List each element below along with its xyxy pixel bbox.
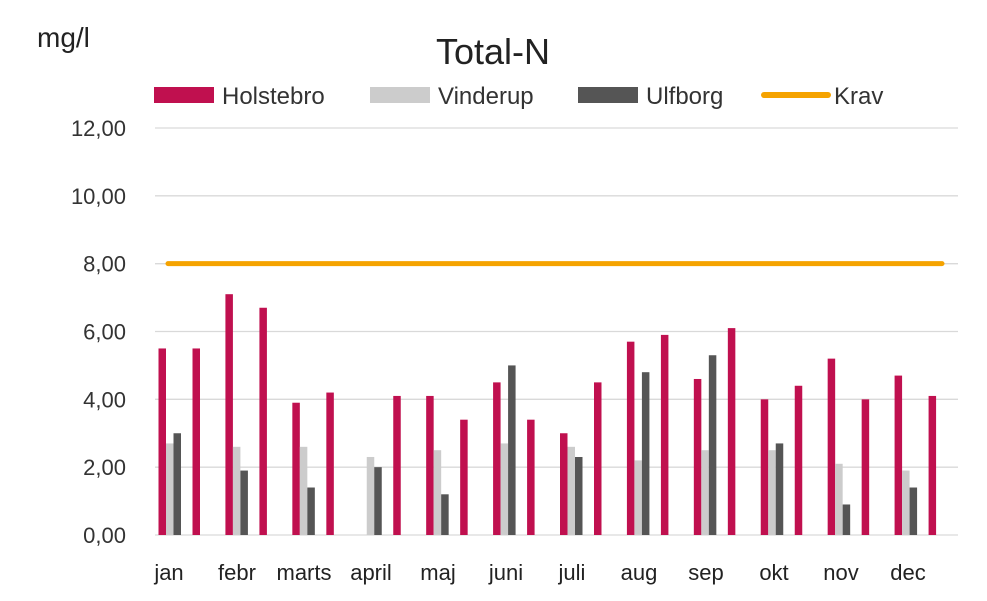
x-label-april: april [350, 560, 392, 585]
y-tick-label: 2,00 [83, 455, 126, 480]
x-label-juni: juni [488, 560, 523, 585]
bar-vinderup-jan [166, 443, 174, 535]
bar-holstebro-a-febr [225, 294, 233, 535]
bar-holstebro-b-april [393, 395, 401, 535]
y-tick-label: 12,00 [71, 116, 126, 141]
x-label-jan: jan [153, 560, 183, 585]
bar-holstebro-a-jan [158, 348, 166, 535]
x-label-nov: nov [823, 560, 858, 585]
x-axis-labels: jan febr marts april maj juni juli aug sep okt nov… [153, 560, 925, 585]
bar-ulfborg-juli [575, 456, 583, 535]
bar-vinderup-marts [299, 446, 308, 535]
bar-holstebro-a-marts [292, 402, 300, 535]
chart-title: Total-N [436, 31, 550, 72]
bar-holstebro-a-dec [894, 375, 903, 535]
legend-swatch-holstebro [154, 87, 214, 103]
bar-ulfborg-nov [842, 504, 851, 535]
bar-holstebro-a-aug [626, 341, 635, 535]
bar-ulfborg-okt [775, 443, 784, 535]
bar-holstebro-b-juli [594, 382, 602, 535]
x-label-marts: marts [277, 560, 332, 585]
bar-vinderup-okt [768, 450, 776, 535]
bars [158, 294, 937, 535]
bar-vinderup-aug [634, 460, 642, 535]
y-tick-label: 8,00 [83, 252, 126, 277]
bar-holstebro-b-maj [460, 419, 468, 535]
x-label-maj: maj [420, 560, 455, 585]
legend: Holstebro Vinderup Ulfborg Krav [154, 83, 883, 110]
x-label-juli: juli [558, 560, 586, 585]
bar-holstebro-b-aug [660, 334, 669, 535]
bar-vinderup-nov [835, 463, 843, 535]
bar-vinderup-dec [902, 470, 910, 535]
bar-ulfborg-sep [708, 355, 717, 535]
y-tick-label: 10,00 [71, 184, 126, 209]
y-axis-unit-label: mg/l [37, 22, 90, 53]
bar-vinderup-febr [232, 446, 241, 535]
y-tick-label: 4,00 [83, 387, 126, 412]
bar-ulfborg-jan [173, 433, 181, 535]
legend-label-holstebro: Holstebro [222, 83, 325, 110]
bar-ulfborg-juni [508, 365, 516, 535]
y-tick-label: 0,00 [83, 523, 126, 548]
x-label-sep: sep [688, 560, 723, 585]
x-label-febr: febr [218, 560, 256, 585]
bar-holstebro-b-jan [192, 348, 200, 535]
y-tick-label: 6,00 [83, 320, 126, 345]
bar-holstebro-a-juli [560, 433, 568, 535]
bar-holstebro-b-okt [794, 385, 803, 535]
bar-holstebro-a-nov [827, 358, 836, 535]
legend-label-ulfborg: Ulfborg [646, 83, 723, 110]
legend-label-krav: Krav [834, 83, 883, 110]
y-axis-ticks: 0,00 2,00 4,00 6,00 8,00 10,00 12,00 [71, 116, 126, 548]
x-label-dec: dec [890, 560, 925, 585]
bar-vinderup-april [366, 456, 375, 535]
bar-ulfborg-april [374, 467, 382, 535]
bar-vinderup-maj [433, 450, 442, 535]
legend-label-vinderup: Vinderup [438, 83, 534, 110]
bar-ulfborg-marts [307, 487, 315, 535]
bar-holstebro-a-sep [693, 378, 702, 535]
bar-ulfborg-maj [441, 494, 449, 535]
bar-ulfborg-dec [909, 487, 918, 535]
bar-holstebro-a-maj [426, 395, 434, 535]
bar-holstebro-b-dec [928, 395, 937, 535]
bar-holstebro-b-marts [326, 392, 334, 535]
x-label-aug: aug [621, 560, 658, 585]
bar-holstebro-a-juni [493, 382, 501, 535]
bar-vinderup-juli [567, 446, 575, 535]
bar-holstebro-b-nov [861, 399, 870, 535]
bar-holstebro-b-febr [259, 307, 267, 535]
legend-swatch-vinderup [370, 87, 430, 103]
bar-vinderup-juni [500, 443, 509, 535]
bar-ulfborg-febr [240, 470, 248, 535]
bar-ulfborg-aug [641, 372, 650, 535]
x-label-okt: okt [759, 560, 788, 585]
bar-holstebro-a-okt [760, 399, 769, 535]
bar-holstebro-b-juni [527, 419, 535, 535]
bar-vinderup-sep [701, 450, 709, 535]
bar-holstebro-b-sep [727, 328, 736, 535]
legend-swatch-ulfborg [578, 87, 638, 103]
